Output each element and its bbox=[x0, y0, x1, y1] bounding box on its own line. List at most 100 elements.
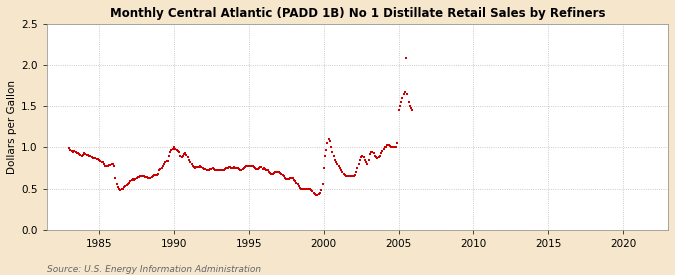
Point bbox=[392, 141, 403, 145]
Point bbox=[385, 144, 396, 149]
Point bbox=[72, 151, 83, 155]
Point bbox=[396, 100, 406, 104]
Point bbox=[194, 165, 205, 169]
Point bbox=[192, 165, 203, 169]
Point bbox=[191, 165, 202, 169]
Point bbox=[265, 171, 275, 175]
Point bbox=[332, 162, 343, 166]
Point bbox=[303, 186, 314, 191]
Point bbox=[219, 167, 230, 172]
Point bbox=[306, 188, 317, 192]
Point bbox=[155, 167, 165, 171]
Point bbox=[156, 166, 167, 170]
Point bbox=[388, 145, 399, 150]
Point bbox=[78, 153, 88, 157]
Y-axis label: Dollars per Gallon: Dollars per Gallon bbox=[7, 80, 17, 174]
Point bbox=[225, 165, 236, 169]
Point bbox=[348, 174, 359, 178]
Point bbox=[364, 152, 375, 156]
Point bbox=[248, 165, 259, 169]
Point bbox=[110, 176, 121, 180]
Point bbox=[291, 181, 302, 185]
Point bbox=[121, 183, 132, 188]
Point bbox=[260, 167, 271, 171]
Point bbox=[266, 172, 277, 176]
Point bbox=[231, 166, 242, 170]
Point bbox=[91, 157, 102, 161]
Point bbox=[159, 162, 169, 166]
Point bbox=[326, 145, 337, 150]
Point bbox=[263, 170, 274, 174]
Point bbox=[176, 155, 187, 160]
Point bbox=[166, 148, 177, 152]
Point bbox=[273, 170, 284, 174]
Point bbox=[311, 193, 322, 197]
Point bbox=[290, 179, 300, 183]
Point bbox=[167, 147, 178, 151]
Point bbox=[226, 166, 237, 170]
Point bbox=[113, 186, 124, 191]
Point bbox=[101, 164, 112, 169]
Point bbox=[366, 149, 377, 154]
Point bbox=[72, 151, 82, 155]
Point bbox=[298, 187, 309, 192]
Point bbox=[209, 167, 219, 171]
Point bbox=[383, 143, 394, 147]
Point bbox=[240, 165, 250, 169]
Point bbox=[288, 177, 299, 182]
Point bbox=[84, 153, 95, 158]
Point bbox=[379, 145, 390, 150]
Point bbox=[344, 174, 354, 178]
Point bbox=[195, 164, 206, 169]
Point bbox=[235, 167, 246, 172]
Point bbox=[94, 158, 105, 162]
Point bbox=[368, 151, 379, 155]
Point bbox=[179, 152, 190, 156]
Point bbox=[76, 153, 87, 158]
Point bbox=[205, 167, 215, 171]
Point bbox=[130, 177, 141, 181]
Point bbox=[340, 172, 350, 177]
Point bbox=[387, 145, 398, 150]
Point bbox=[304, 187, 315, 192]
Point bbox=[357, 153, 368, 158]
Point bbox=[186, 162, 197, 166]
Point bbox=[85, 154, 96, 159]
Point bbox=[237, 167, 248, 171]
Point bbox=[188, 165, 199, 169]
Point bbox=[220, 167, 231, 171]
Point bbox=[129, 177, 140, 182]
Point bbox=[250, 166, 261, 170]
Point bbox=[346, 174, 356, 178]
Point bbox=[100, 163, 111, 168]
Point bbox=[398, 92, 409, 96]
Point bbox=[198, 167, 209, 171]
Point bbox=[115, 188, 126, 192]
Point bbox=[106, 162, 117, 166]
Point bbox=[377, 148, 388, 153]
Point bbox=[336, 167, 347, 172]
Point bbox=[105, 163, 116, 167]
Point bbox=[275, 171, 286, 175]
Point bbox=[278, 174, 289, 178]
Point bbox=[99, 162, 109, 166]
Point bbox=[161, 159, 172, 164]
Point bbox=[180, 151, 190, 155]
Point bbox=[89, 156, 100, 160]
Point bbox=[170, 147, 181, 151]
Point bbox=[394, 104, 405, 108]
Point bbox=[402, 92, 412, 96]
Point bbox=[244, 163, 255, 168]
Point bbox=[347, 174, 358, 178]
Point bbox=[107, 162, 118, 166]
Point bbox=[236, 167, 247, 172]
Point bbox=[136, 174, 147, 178]
Point bbox=[97, 160, 107, 164]
Point bbox=[312, 193, 323, 197]
Point bbox=[393, 108, 404, 112]
Point bbox=[325, 139, 335, 143]
Point bbox=[217, 168, 228, 173]
Point bbox=[113, 185, 124, 189]
Point bbox=[271, 170, 281, 174]
Point bbox=[257, 167, 268, 171]
